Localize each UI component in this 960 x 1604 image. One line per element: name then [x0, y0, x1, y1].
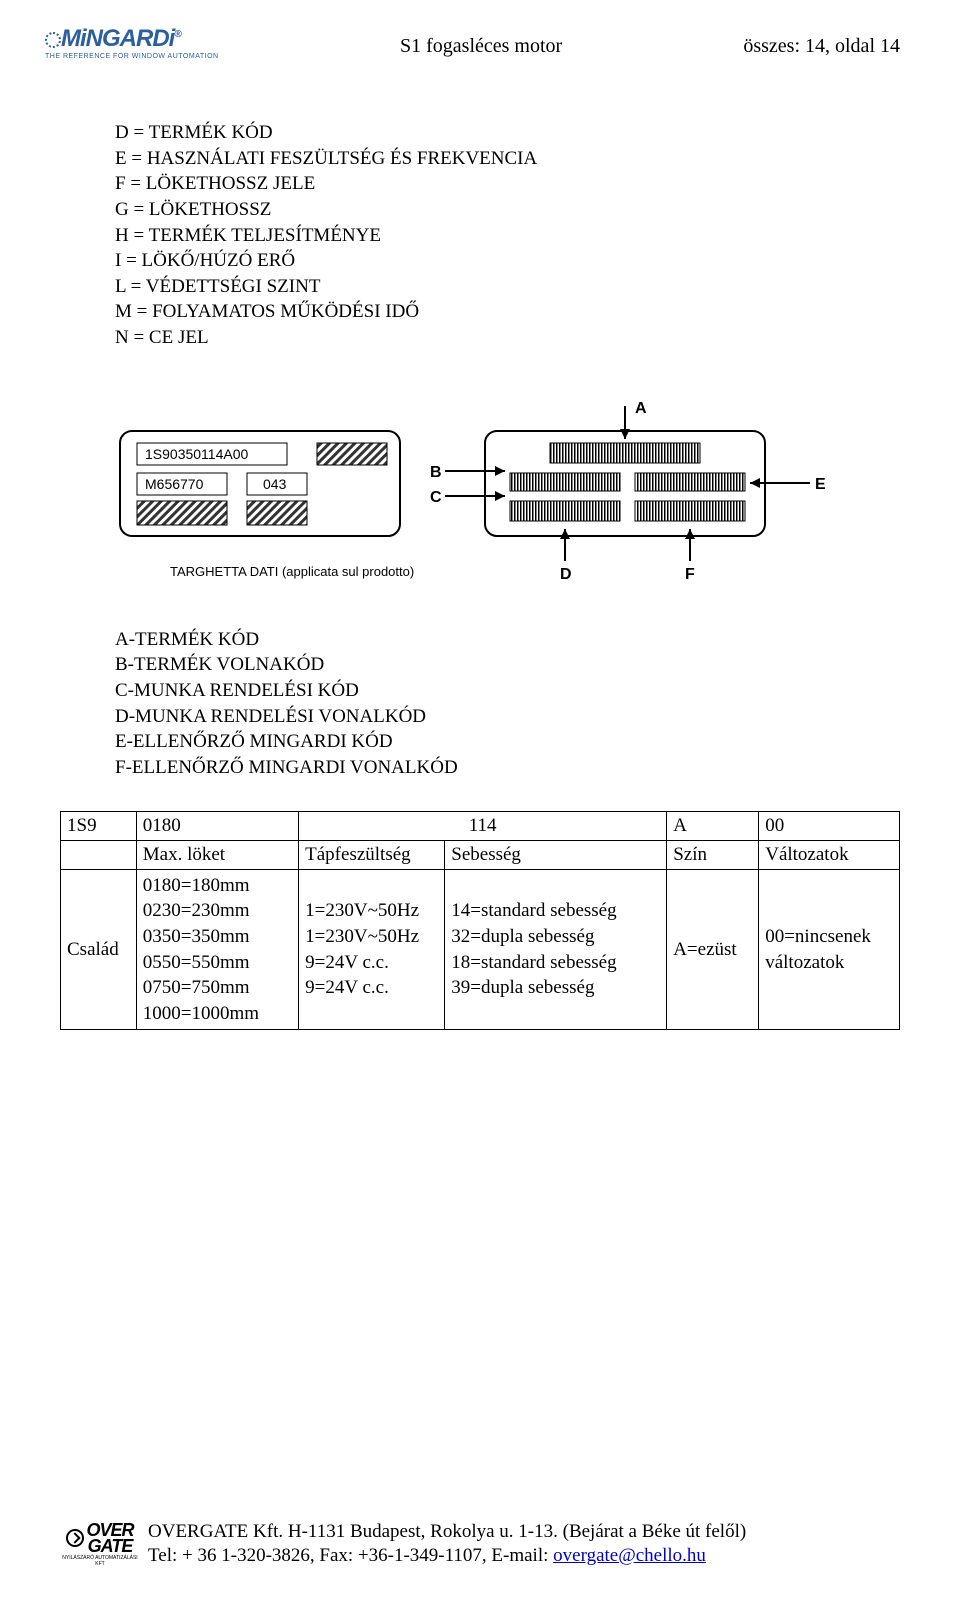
cell: A=ezüst	[667, 869, 759, 1030]
def-line: D = TERMÉK KÓD	[115, 120, 900, 146]
def-line: M = FOLYAMATOS MŰKÖDÉSI IDŐ	[115, 299, 900, 325]
logo-tagline: THE REFERENCE FOR WINDOW AUTOMATION	[45, 53, 219, 60]
def-line: A-TERMÉK KÓD	[115, 627, 900, 653]
cell: 114	[299, 811, 667, 840]
definitions-list-1: D = TERMÉK KÓD E = HASZNÁLATI FESZÜLTSÉG…	[115, 120, 900, 351]
footer-line1: OVERGATE Kft. H-1131 Budapest, Rokolya u…	[148, 1520, 746, 1545]
cell: Változatok	[759, 840, 900, 869]
footer-email-link[interactable]: overgate@chello.hu	[553, 1545, 706, 1566]
cell: Család	[61, 869, 137, 1030]
cell: 1=230V~50Hz1=230V~50Hz9=24V c.c.9=24V c.…	[299, 869, 445, 1030]
def-line: H = TERMÉK TELJESÍTMÉNYE	[115, 223, 900, 249]
diagram-letter-d: D	[560, 566, 572, 583]
diagram-label-b: M656770	[145, 476, 204, 492]
diagram-label-c: 043	[263, 476, 287, 492]
cell: 1S9	[61, 811, 137, 840]
definitions-list-2: A-TERMÉK KÓD B-TERMÉK VOLNAKÓD C-MUNKA R…	[115, 627, 900, 781]
diagram-letter-a: A	[635, 401, 647, 417]
cell: Max. löket	[136, 840, 298, 869]
code-table: 1S9 0180 114 A 00 Max. löket Tápfeszülts…	[60, 811, 900, 1031]
diagram-letter-b: B	[430, 464, 442, 481]
doc-title: S1 fogasléces motor	[400, 35, 562, 58]
def-line: I = LÖKŐ/HÚZÓ ERŐ	[115, 248, 900, 274]
cell: 14=standard sebesség32=dupla sebesség18=…	[445, 869, 667, 1030]
cell: Sebesség	[445, 840, 667, 869]
def-line: B-TERMÉK VOLNAKÓD	[115, 652, 900, 678]
def-line: D-MUNKA RENDELÉSI VONALKÓD	[115, 704, 900, 730]
cell: Szín	[667, 840, 759, 869]
page-number: összes: 14, oldal 14	[743, 35, 900, 58]
diagram-letter-f: F	[685, 566, 695, 583]
cell: Tápfeszültség	[299, 840, 445, 869]
diagram-label-top: 1S90350114A00	[145, 446, 248, 462]
mingardi-logo: MiNGARDi® THE REFERENCE FOR WINDOW AUTOM…	[45, 25, 219, 60]
overgate-logo: OVER GATE NYÍLÁSZÁRÓ AUTOMATIZÁLÁSI KFT	[60, 1522, 140, 1566]
cell: A	[667, 811, 759, 840]
page-footer: OVER GATE NYÍLÁSZÁRÓ AUTOMATIZÁLÁSI KFT …	[60, 1520, 900, 1569]
cell: 00=nincsenekváltozatok	[759, 869, 900, 1030]
def-line: C-MUNKA RENDELÉSI KÓD	[115, 678, 900, 704]
diagram-letter-c: C	[430, 489, 442, 506]
diagram-letter-e: E	[815, 476, 826, 493]
table-row: 1S9 0180 114 A 00	[61, 811, 900, 840]
def-line: E-ELLENŐRZŐ MINGARDI KÓD	[115, 729, 900, 755]
diagram-caption: TARGHETTA DATI (applicata sul prodotto)	[170, 564, 414, 579]
def-line: F = LÖKETHOSSZ JELE	[115, 171, 900, 197]
footer-text: OVERGATE Kft. H-1131 Budapest, Rokolya u…	[148, 1520, 746, 1569]
footer-line2: Tel: + 36 1-320-3826, Fax: +36-1-349-110…	[148, 1544, 746, 1569]
cell	[61, 840, 137, 869]
table-row: Max. löket Tápfeszültség Sebesség Szín V…	[61, 840, 900, 869]
cell: 00	[759, 811, 900, 840]
def-line: L = VÉDETTSÉGI SZINT	[115, 274, 900, 300]
def-line: G = LÖKETHOSSZ	[115, 197, 900, 223]
def-line: N = CE JEL	[115, 325, 900, 351]
label-diagram: 1S90350114A00 M656770 043 A	[115, 401, 900, 597]
page-header: MiNGARDi® THE REFERENCE FOR WINDOW AUTOM…	[60, 30, 900, 80]
cell: 0180=180mm0230=230mm0350=350mm0550=550mm…	[136, 869, 298, 1030]
def-line: E = HASZNÁLATI FESZÜLTSÉG ÉS FREKVENCIA	[115, 146, 900, 172]
table-row: Család 0180=180mm0230=230mm0350=350mm055…	[61, 869, 900, 1030]
def-line: F-ELLENŐRZŐ MINGARDI VONALKÓD	[115, 755, 900, 781]
cell: 0180	[136, 811, 298, 840]
